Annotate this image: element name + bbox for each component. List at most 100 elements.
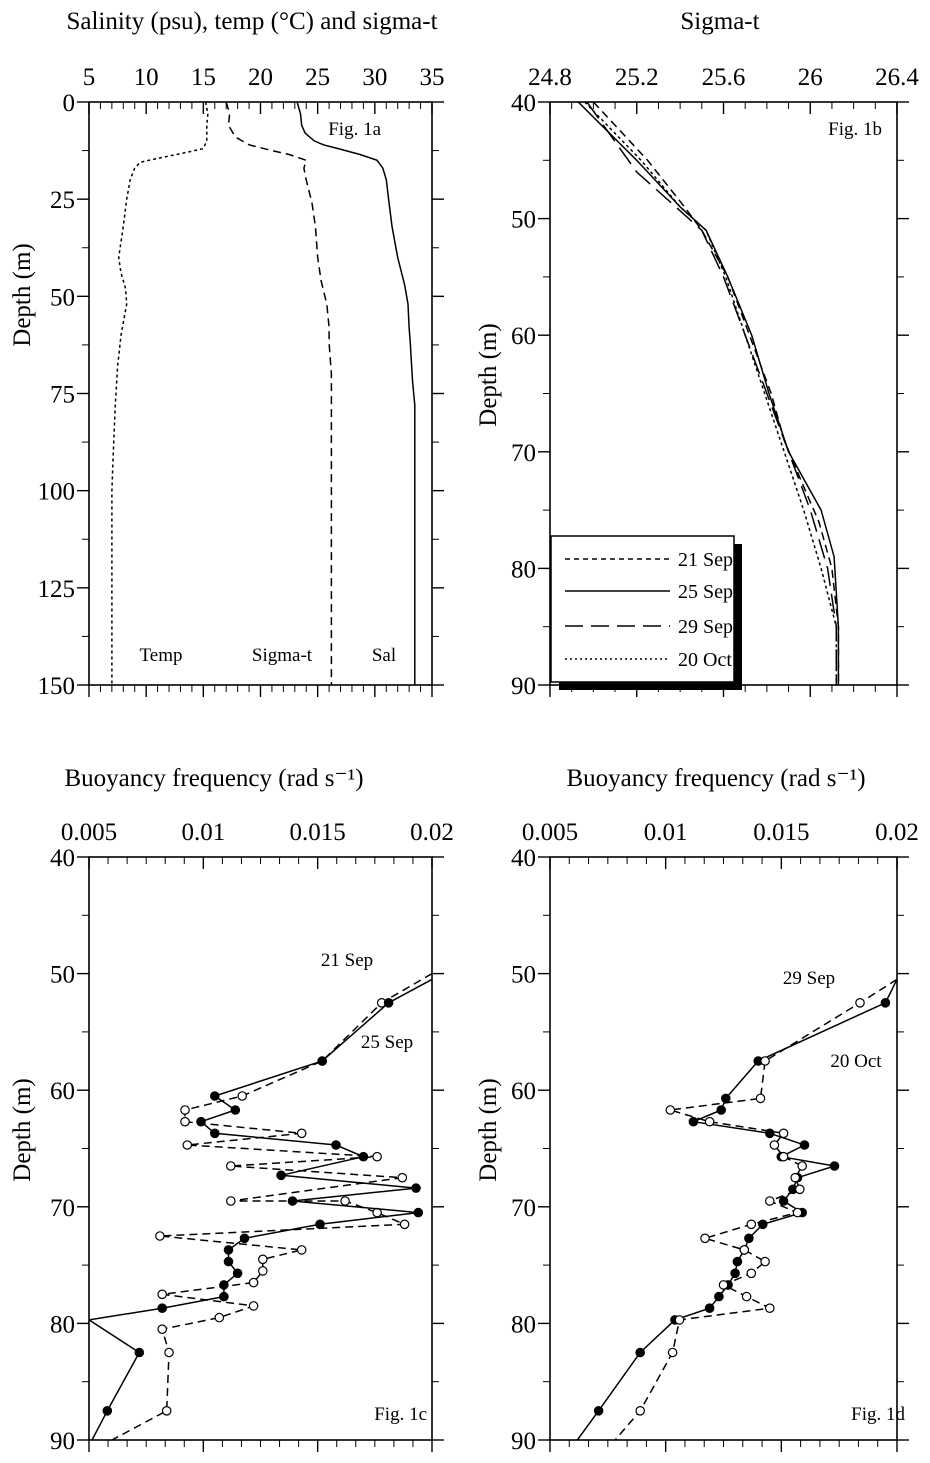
data-point-open bbox=[257, 1266, 268, 1276]
data-point-open bbox=[700, 1233, 710, 1244]
y-tick-label: 40 bbox=[511, 845, 536, 872]
data-point-open bbox=[372, 1151, 382, 1162]
data-point-filled bbox=[688, 1116, 699, 1127]
data-point-open bbox=[157, 1289, 167, 1300]
panel-1a-sigma-label: Sigma-t bbox=[252, 645, 313, 666]
data-point-open bbox=[778, 1128, 789, 1139]
data-point-open bbox=[769, 1140, 780, 1150]
panel-1b: Sigma-t Depth (m) Fig. 1b 21 Sep 25 Sep … bbox=[475, 8, 919, 700]
data-point-open bbox=[397, 1172, 408, 1183]
x-tick-label: 15 bbox=[191, 64, 216, 91]
data-point-open bbox=[746, 1268, 757, 1279]
panel-1c-label-21-sep: 21 Sep bbox=[321, 950, 373, 971]
x-tick-label: 0.005 bbox=[61, 819, 117, 846]
y-tick-label: 50 bbox=[511, 207, 536, 234]
y-tick-label: 70 bbox=[50, 1195, 75, 1222]
data-point-open bbox=[764, 1196, 775, 1206]
data-point-open bbox=[792, 1207, 803, 1218]
series-line-temp bbox=[111, 102, 209, 685]
panel-1d-fig-label: Fig. 1d bbox=[851, 1404, 905, 1425]
data-point-filled bbox=[716, 1105, 726, 1115]
data-point-filled bbox=[413, 1207, 424, 1218]
panel-1a-sal-label: Sal bbox=[372, 645, 396, 666]
data-point-open bbox=[778, 1151, 789, 1162]
panel-1a-ylabel: Depth (m) bbox=[9, 243, 36, 346]
series-line-sigma-t bbox=[225, 102, 333, 685]
data-point-open bbox=[180, 1105, 190, 1115]
data-point-filled bbox=[210, 1128, 220, 1139]
legend-label-25-sep: 25 Sep bbox=[678, 581, 733, 603]
data-point-open bbox=[340, 1196, 350, 1206]
x-tick-label: 25 bbox=[305, 64, 330, 91]
x-tick-label: 10 bbox=[134, 64, 159, 91]
x-tick-label: 0.015 bbox=[290, 819, 346, 846]
data-point-filled bbox=[317, 1056, 327, 1066]
data-point-filled bbox=[134, 1347, 145, 1358]
x-tick-label: 0.02 bbox=[410, 819, 454, 846]
legend-label-21-sep: 21 Sep bbox=[678, 549, 733, 571]
data-point-filled bbox=[383, 997, 394, 1008]
plot-frame bbox=[549, 856, 898, 1441]
panel-1a: Salinity (psu), temp (°C) and sigma-t De… bbox=[9, 8, 445, 700]
y-tick-label: 70 bbox=[511, 440, 536, 467]
x-tick-label: 5 bbox=[83, 64, 96, 91]
series-line-20-oct bbox=[584, 102, 838, 685]
legend-label-20-oct: 20 Oct bbox=[678, 649, 732, 671]
panel-1a-fig-label: Fig. 1a bbox=[328, 119, 381, 140]
data-point-open bbox=[248, 1301, 259, 1311]
panel-1b-legend: 21 Sep 25 Sep 29 Sep 20 Oct bbox=[550, 535, 742, 690]
y-tick-label: 75 bbox=[50, 382, 75, 409]
plot-frame bbox=[88, 101, 433, 686]
y-tick-label: 60 bbox=[511, 323, 536, 350]
y-tick-label: 40 bbox=[50, 845, 75, 872]
data-point-open bbox=[855, 997, 865, 1008]
x-tick-label: 0.005 bbox=[522, 819, 578, 846]
data-point-filled bbox=[411, 1183, 421, 1193]
data-point-open bbox=[635, 1406, 645, 1416]
data-point-open bbox=[760, 1256, 770, 1267]
data-point-open bbox=[739, 1245, 750, 1255]
data-point-filled bbox=[210, 1091, 220, 1101]
data-point-open bbox=[237, 1091, 247, 1101]
data-point-open bbox=[157, 1324, 167, 1334]
y-tick-label: 80 bbox=[511, 556, 536, 583]
panel-1c-title: Buoyancy frequency (rad s⁻¹) bbox=[64, 765, 363, 792]
data-point-open bbox=[296, 1128, 307, 1139]
data-point-filled bbox=[102, 1406, 113, 1416]
data-point-open bbox=[214, 1312, 225, 1323]
data-point-open bbox=[155, 1231, 165, 1241]
data-point-open bbox=[704, 1116, 715, 1127]
data-point-filled bbox=[732, 1256, 743, 1267]
data-point-filled bbox=[196, 1116, 206, 1127]
panel-1b-fig-label: Fig. 1b bbox=[828, 119, 882, 140]
y-tick-label: 25 bbox=[50, 187, 75, 214]
data-point-filled bbox=[219, 1280, 229, 1290]
panel-1d-label-29-sep: 29 Sep bbox=[783, 968, 835, 989]
y-tick-label: 150 bbox=[38, 673, 76, 700]
data-point-filled bbox=[829, 1161, 840, 1171]
data-point-open bbox=[180, 1116, 190, 1127]
x-tick-label: 24.8 bbox=[528, 64, 572, 91]
panel-1b-title: Sigma-t bbox=[680, 8, 759, 35]
data-point-filled bbox=[714, 1291, 724, 1302]
data-point-filled bbox=[219, 1291, 229, 1302]
data-point-open bbox=[794, 1184, 805, 1195]
data-point-filled bbox=[223, 1245, 234, 1255]
y-tick-label: 60 bbox=[50, 1078, 75, 1105]
series-line-25-sep bbox=[577, 102, 840, 685]
y-tick-label: 50 bbox=[50, 284, 75, 311]
legend-box bbox=[550, 535, 735, 683]
panel-1d-label-20-oct: 20 Oct bbox=[830, 1051, 882, 1072]
panel-1d-title: Buoyancy frequency (rad s⁻¹) bbox=[566, 765, 865, 792]
data-point-filled bbox=[232, 1268, 243, 1279]
series-line-29-sep bbox=[586, 102, 838, 685]
data-point-open bbox=[164, 1347, 174, 1358]
x-tick-label: 0.01 bbox=[644, 819, 688, 846]
x-tick-label: 25.2 bbox=[615, 64, 659, 91]
x-tick-label: 26 bbox=[798, 64, 823, 91]
x-tick-label: 25.6 bbox=[702, 64, 746, 91]
x-tick-label: 20 bbox=[248, 64, 273, 91]
legend-label-29-sep: 29 Sep bbox=[678, 616, 733, 638]
data-point-open bbox=[674, 1315, 685, 1325]
data-point-filled bbox=[720, 1093, 731, 1104]
